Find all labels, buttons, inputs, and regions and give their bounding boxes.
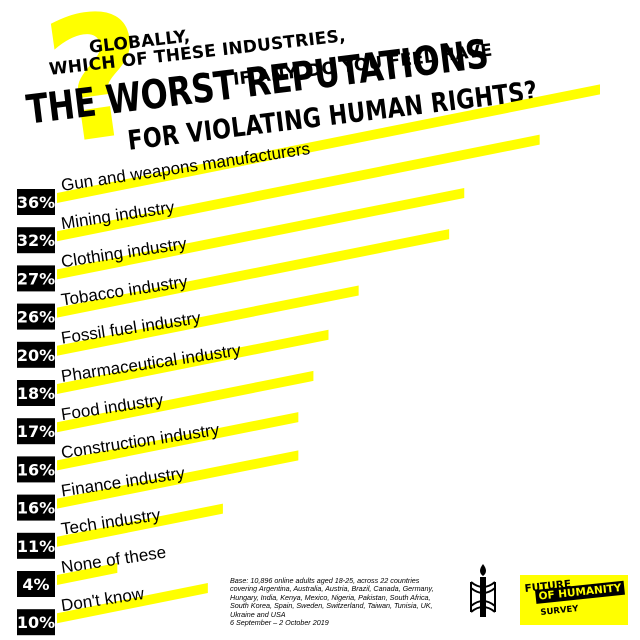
footnote-line: covering Argentina, Australia, Austria, … — [230, 584, 434, 594]
value-label: 10% — [17, 613, 55, 632]
category-label: Gun and weapons manufacturers — [60, 139, 311, 195]
future-of-humanity-survey-logo: FUTURE OF HUMANITY SURVEY — [520, 575, 628, 625]
value-badge — [17, 456, 55, 483]
bar — [57, 229, 450, 318]
category-label: Fossil fuel industry — [60, 308, 203, 348]
value-label: 4% — [22, 575, 49, 594]
bar — [57, 134, 540, 242]
bar — [57, 503, 223, 547]
value-label: 36% — [17, 193, 55, 212]
value-badge — [17, 380, 55, 406]
value-badge — [17, 189, 55, 215]
bar — [57, 187, 465, 280]
bar — [57, 285, 359, 356]
bar — [57, 562, 118, 585]
value-label: 26% — [17, 308, 55, 327]
value-badge — [17, 265, 55, 292]
value-label: 27% — [17, 269, 55, 288]
value-label: 11% — [17, 537, 55, 556]
value-badge — [17, 571, 55, 597]
bar — [57, 370, 314, 433]
value-label: 32% — [17, 231, 55, 250]
amnesty-candle-icon — [470, 564, 496, 617]
value-label: 17% — [17, 422, 55, 441]
footnote-line: Ukraine and USA — [230, 609, 286, 619]
footnote-line: Base: 10,896 online adults aged 18-25, a… — [230, 576, 420, 585]
bar — [57, 84, 600, 203]
bar — [57, 583, 208, 624]
value-badge — [17, 532, 55, 559]
footnote-line: 6 September – 2 October 2019 — [230, 618, 329, 628]
footnote-line: South Korea, Spain, Sweden, Switzerland,… — [230, 601, 433, 611]
value-badge — [17, 418, 55, 445]
footnote: Base: 10,896 online adults aged 18-25, a… — [230, 576, 452, 628]
value-label: 18% — [17, 384, 55, 403]
bar — [57, 329, 329, 394]
value-badge — [17, 303, 55, 330]
bar — [57, 412, 299, 471]
logo-word-survey: SURVEY — [540, 604, 579, 618]
footnote-line: Hungary, India, Kenya, Mexico, Nigeria, … — [230, 592, 431, 602]
bar — [57, 450, 299, 509]
value-badge — [17, 227, 55, 254]
value-badge — [17, 609, 55, 636]
value-badge — [17, 341, 55, 368]
value-badge — [17, 494, 55, 521]
value-label: 16% — [17, 460, 55, 479]
value-label: 16% — [17, 499, 55, 518]
value-label: 20% — [17, 346, 55, 365]
